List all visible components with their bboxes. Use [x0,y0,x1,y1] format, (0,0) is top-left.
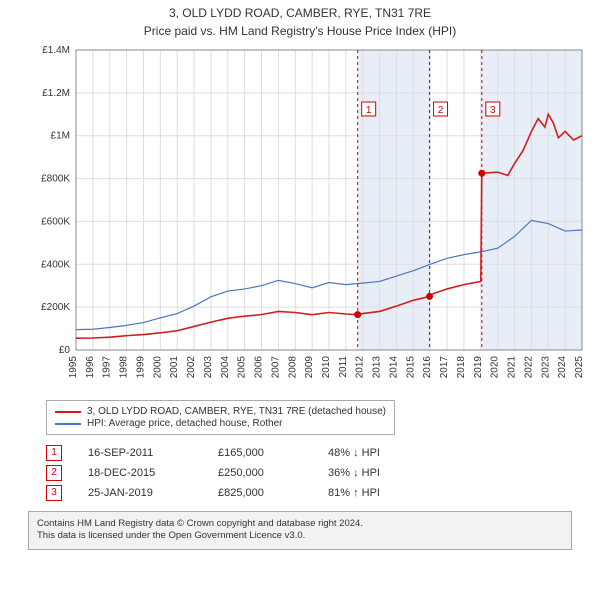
sale-date: 25-JAN-2019 [88,487,218,499]
svg-text:2024: 2024 [557,356,568,379]
sale-pct: 81% ↑ HPI [328,487,438,499]
chart-legend: 3, OLD LYDD ROAD, CAMBER, RYE, TN31 7RE … [46,400,395,435]
legend-label: HPI: Average price, detached house, Roth… [87,418,283,429]
svg-text:1997: 1997 [102,356,113,379]
svg-text:2010: 2010 [321,356,332,379]
sale-row: 1 16-SEP-2011£165,00048% ↓ HPI [46,445,600,461]
svg-text:2003: 2003 [203,356,214,379]
svg-text:2004: 2004 [220,356,231,379]
svg-text:2015: 2015 [405,356,416,379]
svg-text:3: 3 [490,105,496,116]
svg-text:2020: 2020 [490,356,501,379]
attribution-footer: Contains HM Land Registry data © Crown c… [28,511,572,550]
sale-price: £825,000 [218,487,328,499]
footer-line-2: This data is licensed under the Open Gov… [37,530,563,542]
svg-text:2005: 2005 [237,356,248,379]
svg-text:2014: 2014 [388,356,399,379]
svg-text:2017: 2017 [439,356,450,379]
sale-date: 16-SEP-2011 [88,447,218,459]
legend-swatch [55,423,81,425]
price-chart: £0 £200K £400K £600K £800K £1M £1.2M £1.4M 1995 1… [32,44,592,394]
svg-text:£0: £0 [59,345,71,356]
svg-text:2006: 2006 [254,356,265,379]
svg-text:£1.4M: £1.4M [42,45,70,56]
chart-subtitle: Price paid vs. HM Land Registry's House … [0,24,600,38]
sale-row: 3 25-JAN-2019£825,00081% ↑ HPI [46,485,600,501]
svg-text:1999: 1999 [135,356,146,379]
svg-text:1995: 1995 [68,356,79,379]
svg-text:£1.2M: £1.2M [42,88,70,99]
svg-text:2008: 2008 [287,356,298,379]
svg-text:2013: 2013 [372,356,383,379]
svg-text:1996: 1996 [85,356,96,379]
svg-text:2001: 2001 [169,356,180,379]
sale-pct: 48% ↓ HPI [328,447,438,459]
svg-text:2025: 2025 [574,356,585,379]
sale-marker: 3 [46,485,62,501]
sale-date: 18-DEC-2015 [88,467,218,479]
svg-text:2011: 2011 [338,356,349,378]
footer-line-1: Contains HM Land Registry data © Crown c… [37,518,563,530]
legend-swatch [55,411,81,413]
svg-text:1: 1 [366,105,372,116]
svg-text:£800K: £800K [41,174,70,185]
sale-marker: 1 [46,445,62,461]
svg-text:2019: 2019 [473,356,484,379]
svg-text:2023: 2023 [540,356,551,379]
sales-table: 1 16-SEP-2011£165,00048% ↓ HPI 2 18-DEC-201… [46,445,600,501]
svg-text:£600K: £600K [41,216,70,227]
sale-marker: 2 [46,465,62,481]
sale-price: £165,000 [218,447,328,459]
svg-text:2016: 2016 [422,356,433,379]
svg-text:£1M: £1M [51,131,70,142]
sale-price: £250,000 [218,467,328,479]
legend-row: 3, OLD LYDD ROAD, CAMBER, RYE, TN31 7RE … [55,406,386,417]
legend-row: HPI: Average price, detached house, Roth… [55,418,386,429]
legend-label: 3, OLD LYDD ROAD, CAMBER, RYE, TN31 7RE … [87,406,386,417]
svg-text:2007: 2007 [270,356,281,379]
svg-text:2012: 2012 [355,356,366,379]
chart-title: 3, OLD LYDD ROAD, CAMBER, RYE, TN31 7RE [0,6,600,20]
svg-text:£400K: £400K [41,259,70,270]
svg-text:2000: 2000 [152,356,163,379]
svg-text:1998: 1998 [119,356,130,379]
svg-text:2: 2 [438,105,444,116]
svg-text:2021: 2021 [507,356,518,379]
svg-text:2009: 2009 [304,356,315,379]
svg-text:2022: 2022 [523,356,534,379]
svg-text:2002: 2002 [186,356,197,379]
sale-pct: 36% ↓ HPI [328,467,438,479]
sale-row: 2 18-DEC-2015£250,00036% ↓ HPI [46,465,600,481]
svg-text:2018: 2018 [456,356,467,379]
svg-text:£200K: £200K [41,302,70,313]
